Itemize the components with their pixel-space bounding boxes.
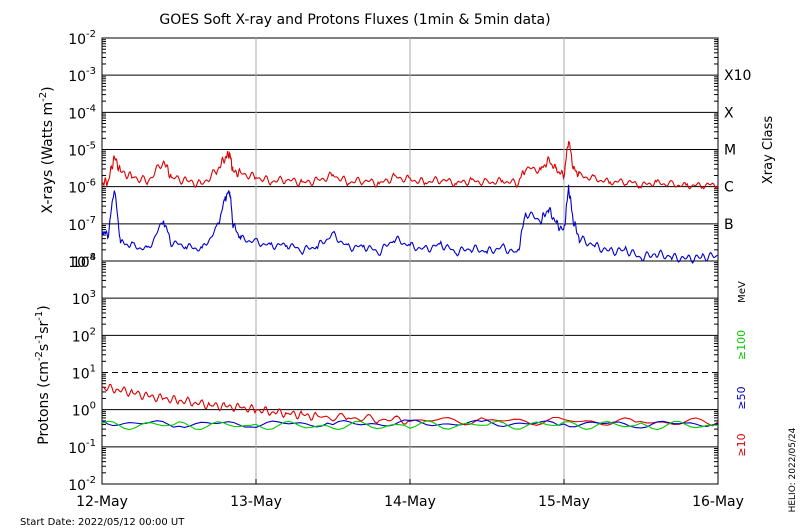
- xray-y-tick-label: 10-5: [68, 141, 96, 160]
- chart-title: GOES Soft X-ray and Protons Fluxes (1min…: [159, 12, 550, 28]
- xray-class-label: X10: [724, 68, 751, 84]
- proton-y-tick-label: 100: [72, 401, 96, 420]
- x-tick-label: 13-May: [230, 494, 282, 510]
- proton-y-tick-label: 104: [72, 252, 96, 271]
- xray-class-label: X: [724, 105, 734, 121]
- xray-class-label: M: [724, 143, 736, 159]
- proton-energy-unit: MeV: [737, 281, 748, 303]
- proton-series-line-1: [101, 419, 719, 429]
- xray-y-tick-label: 10-3: [68, 66, 96, 85]
- xray-series: [101, 140, 719, 264]
- proton-y-tick-label: 10-1: [68, 438, 96, 457]
- x-tick-label: 15-May: [538, 494, 590, 510]
- proton-y-tick-label: 10-2: [68, 475, 96, 494]
- x-tick-label: 14-May: [384, 494, 436, 510]
- proton-series-line-2: [101, 420, 719, 431]
- legend-ge100: ≥100: [735, 330, 748, 360]
- xray-class-labels: X10 X M C B: [724, 68, 751, 233]
- start-date: Start Date: 2022/05/12 00:00 UT: [20, 517, 185, 528]
- xray-grid: [102, 38, 718, 261]
- legend-ge10: ≥10: [735, 433, 748, 456]
- xray-y-axis-label: X-rays (Watts m-2): [38, 86, 56, 213]
- xray-class-axis-title: Xray Class: [761, 116, 776, 184]
- x-tick-label: 16-May: [692, 494, 744, 510]
- proton-y-tick-label: 101: [72, 364, 96, 383]
- xray-y-tick-label: 10-2: [68, 29, 96, 48]
- proton-y-axis-label: Protons (cm-2s-1sr-1): [34, 305, 52, 444]
- xray-y-tick-label: 10-8: [68, 252, 96, 271]
- xray-y-tick-label: 10-4: [68, 103, 96, 122]
- proton-series-line-0: [101, 383, 719, 427]
- proton-grid: [102, 261, 718, 484]
- x-tick-label: 12-May: [76, 494, 128, 510]
- x-axis-ticks: 12-May 13-May 14-May 15-May 16-May: [76, 479, 744, 510]
- proton-y-ticks: 10-2 10-1 100 101 102 103 104: [68, 252, 96, 494]
- xray-class-label: B: [724, 217, 734, 233]
- credit-date: HELIO: 2022/05/24: [788, 427, 798, 512]
- xray-y-tick-label: 10-6: [68, 178, 96, 197]
- proton-series: [101, 383, 719, 431]
- legend-ge50: ≥50: [735, 386, 748, 409]
- proton-y-tick-label: 103: [72, 289, 96, 308]
- xray-class-label: C: [724, 180, 734, 196]
- xray-y-tick-label: 10-7: [68, 215, 96, 234]
- xray-y-ticks: 10-8 10-7 10-6 10-5 10-4 10-3 10-2: [68, 29, 96, 271]
- xray-series-line-0: [101, 140, 719, 190]
- xray-series-line-1: [101, 184, 719, 264]
- proton-y-tick-label: 102: [72, 326, 96, 345]
